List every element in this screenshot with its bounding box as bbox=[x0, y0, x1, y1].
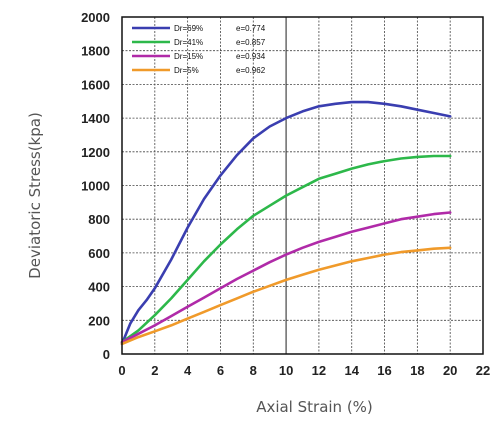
legend-entry: Dr=69% e=0.774 bbox=[132, 24, 266, 33]
x-tick-label: 2 bbox=[151, 363, 158, 378]
legend-entry: Dr=5% e=0.962 bbox=[132, 66, 266, 75]
x-tick-label: 14 bbox=[344, 363, 359, 378]
x-tick-label: 12 bbox=[312, 363, 326, 378]
x-tick-label: 16 bbox=[377, 363, 391, 378]
legend-label: Dr=5% bbox=[174, 66, 199, 75]
y-tick-label: 2000 bbox=[81, 10, 110, 25]
y-tick-label: 0 bbox=[103, 347, 110, 362]
legend-entry: Dr=41% e=0.857 bbox=[132, 38, 266, 47]
y-tick-label: 1000 bbox=[81, 179, 110, 194]
x-tick-label: 22 bbox=[476, 363, 490, 378]
y-axis-label: Deviatoric Stress(kpa) bbox=[26, 112, 44, 279]
x-tick-labels: 0 2 4 6 8 10 12 14 16 18 20 22 bbox=[118, 363, 490, 378]
y-tick-labels: 0 200 400 600 800 1000 1200 1400 1600 1800 2000 bbox=[81, 10, 110, 362]
x-tick-label: 10 bbox=[279, 363, 293, 378]
x-tick-label: 4 bbox=[184, 363, 192, 378]
y-tick-label: 800 bbox=[88, 212, 110, 227]
legend-entry: Dr=15% e=0.934 bbox=[132, 52, 266, 61]
legend-label: Dr=69% bbox=[174, 24, 203, 33]
y-tick-label: 1400 bbox=[81, 111, 110, 126]
x-tick-label: 20 bbox=[443, 363, 457, 378]
y-tick-label: 1200 bbox=[81, 145, 110, 160]
legend-e-value: e=0.934 bbox=[236, 52, 266, 61]
y-tick-label: 200 bbox=[88, 313, 110, 328]
y-tick-label: 400 bbox=[88, 280, 110, 295]
legend-label: Dr=15% bbox=[174, 52, 203, 61]
y-tick-label: 600 bbox=[88, 246, 110, 261]
legend-e-value: e=0.774 bbox=[236, 24, 266, 33]
legend-label: Dr=41% bbox=[174, 38, 203, 47]
x-axis-label: Axial Strain (%) bbox=[256, 398, 373, 416]
x-tick-label: 0 bbox=[118, 363, 125, 378]
legend-e-value: e=0.962 bbox=[236, 66, 266, 75]
y-tick-label: 1600 bbox=[81, 77, 110, 92]
x-tick-label: 6 bbox=[217, 363, 224, 378]
legend-e-value: e=0.857 bbox=[236, 38, 266, 47]
x-tick-label: 18 bbox=[410, 363, 424, 378]
x-tick-label: 8 bbox=[250, 363, 257, 378]
y-tick-label: 1800 bbox=[81, 44, 110, 59]
